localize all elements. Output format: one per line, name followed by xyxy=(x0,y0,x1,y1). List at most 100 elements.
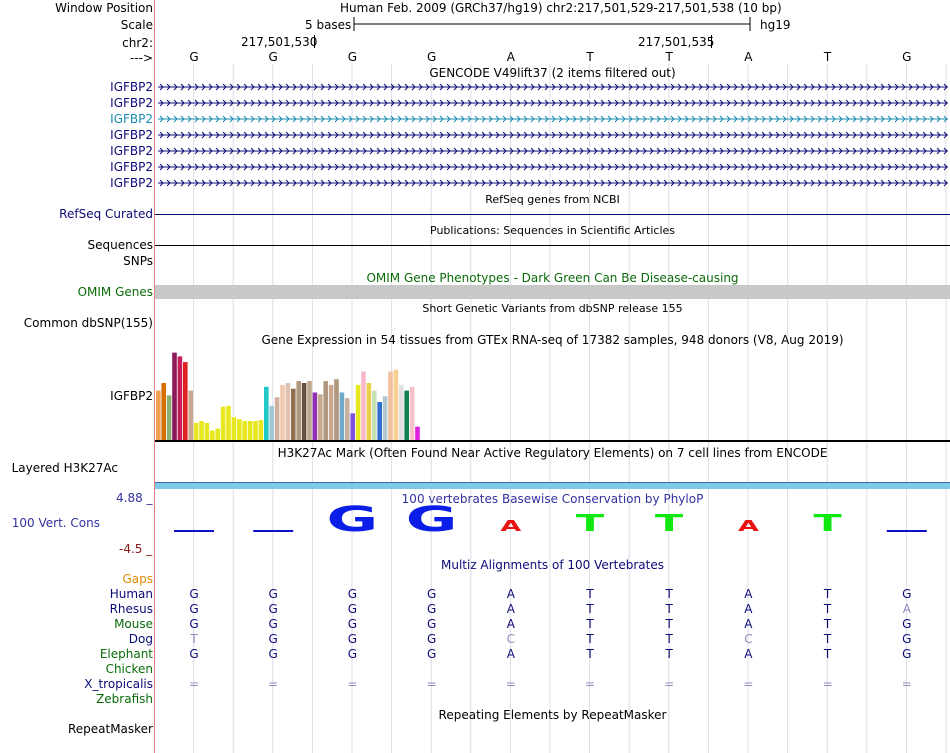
gtex-bar[interactable] xyxy=(409,386,415,440)
gtex-bar[interactable] xyxy=(377,402,382,440)
aligned-base: A xyxy=(744,587,753,601)
species-label[interactable]: Mouse xyxy=(114,617,153,631)
species-label[interactable]: Human xyxy=(109,587,153,601)
dbsnp-label[interactable]: Common dbSNP(155) xyxy=(23,316,153,330)
gtex-bar[interactable] xyxy=(382,396,388,440)
gene-model[interactable] xyxy=(158,162,948,172)
gtex-bar[interactable] xyxy=(393,369,399,440)
gtex-bar[interactable] xyxy=(215,428,220,440)
phylop-label[interactable]: 100 Vert. Cons xyxy=(11,516,100,530)
gtex-bar[interactable] xyxy=(291,388,296,440)
aligned-base: C xyxy=(744,632,753,646)
gtex-bar[interactable] xyxy=(350,413,355,440)
gtex-bar[interactable] xyxy=(328,384,334,440)
gtex-bar[interactable] xyxy=(183,362,188,440)
gtex-label[interactable]: IGFBP2 xyxy=(110,389,153,403)
refseq-label[interactable]: RefSeq Curated xyxy=(59,207,153,221)
species-label[interactable]: Dog xyxy=(128,632,153,646)
gtex-bar[interactable] xyxy=(301,383,307,440)
gtex-bar[interactable] xyxy=(161,383,166,440)
snps-label[interactable]: SNPs xyxy=(123,254,153,268)
species-label[interactable]: Chicken xyxy=(105,662,153,676)
gtex-bar[interactable] xyxy=(280,384,285,440)
reference-base: G xyxy=(426,50,437,64)
gtex-bar[interactable] xyxy=(307,381,312,440)
repeatmasker-label[interactable]: RepeatMasker xyxy=(67,722,153,736)
gene-label[interactable]: IGFBP2 xyxy=(110,96,153,110)
gtex-bar[interactable] xyxy=(312,392,318,441)
gtex-bar[interactable] xyxy=(226,405,231,440)
gtex-bar[interactable] xyxy=(204,422,210,440)
gene-model[interactable] xyxy=(158,98,948,108)
gtex-bar[interactable] xyxy=(274,397,280,440)
gtex-bar[interactable] xyxy=(237,419,242,440)
gtex-bar[interactable] xyxy=(156,390,161,440)
gtex-bar[interactable] xyxy=(264,386,269,440)
sequences-label[interactable]: Sequences xyxy=(87,238,153,252)
gtex-bar[interactable] xyxy=(323,381,328,440)
refseq-line xyxy=(155,214,950,215)
omim-bar[interactable] xyxy=(155,285,950,299)
gtex-bar[interactable] xyxy=(345,398,350,440)
aligned-base: G xyxy=(347,587,358,601)
gene-label[interactable]: IGFBP2 xyxy=(110,144,153,158)
aligned-base: G xyxy=(189,647,199,661)
gene-model[interactable] xyxy=(158,178,948,188)
base-grid-lines xyxy=(193,64,947,753)
reference-base: G xyxy=(902,50,912,64)
gene-label[interactable]: IGFBP2 xyxy=(110,128,153,142)
assembly-label: hg19 xyxy=(760,18,791,32)
gtex-bar[interactable] xyxy=(296,381,301,440)
gene-label[interactable]: IGFBP2 xyxy=(110,112,153,126)
gene-label[interactable]: IGFBP2 xyxy=(110,176,153,190)
reference-base: T xyxy=(665,50,673,64)
gtex-bar[interactable] xyxy=(231,417,237,440)
gene-label[interactable]: IGFBP2 xyxy=(110,160,153,174)
gtex-bar[interactable] xyxy=(361,371,366,440)
gtex-bar[interactable] xyxy=(404,390,409,440)
gtex-bar[interactable] xyxy=(334,379,339,440)
gtex-bar[interactable] xyxy=(269,405,274,440)
species-label[interactable]: Zebrafish xyxy=(96,692,153,706)
gtex-bar[interactable] xyxy=(318,394,323,440)
gtex-bar[interactable] xyxy=(193,422,199,440)
gtex-bar[interactable] xyxy=(242,421,247,440)
gene-model[interactable] xyxy=(158,82,948,92)
gtex-bar[interactable] xyxy=(355,384,361,440)
aligned-base: = xyxy=(584,677,596,691)
h3k27ac-label[interactable]: Layered H3K27Ac xyxy=(11,461,118,475)
gtex-bar[interactable] xyxy=(366,383,372,440)
gtex-bar[interactable] xyxy=(177,356,183,440)
gene-model[interactable] xyxy=(158,130,948,140)
gtex-bar[interactable] xyxy=(253,421,258,440)
gtex-bar[interactable] xyxy=(285,383,291,440)
gene-model[interactable] xyxy=(158,114,948,124)
gtex-bar[interactable] xyxy=(388,371,393,440)
gtex-bar-chart[interactable] xyxy=(155,345,555,441)
gtex-bar[interactable] xyxy=(415,426,420,440)
aligned-base: A xyxy=(506,617,515,631)
aligned-base: T xyxy=(823,617,832,631)
gene-model[interactable] xyxy=(158,146,948,156)
omim-label[interactable]: OMIM Genes xyxy=(77,285,153,299)
gtex-bar[interactable] xyxy=(199,421,204,440)
conservation-letter: T xyxy=(813,510,841,537)
species-label[interactable]: Rhesus xyxy=(109,602,153,616)
gtex-bar[interactable] xyxy=(172,352,177,440)
aligned-base: = xyxy=(664,677,675,691)
gtex-bar[interactable] xyxy=(210,430,215,441)
gtex-bar[interactable] xyxy=(372,390,377,440)
gtex-bar[interactable] xyxy=(258,420,264,440)
gene-label[interactable]: IGFBP2 xyxy=(110,80,153,94)
gtex-bar[interactable] xyxy=(166,395,172,440)
aligned-base: T xyxy=(586,617,594,631)
gtex-bar[interactable] xyxy=(188,390,193,440)
gtex-bar[interactable] xyxy=(339,392,345,441)
gtex-bar[interactable] xyxy=(399,384,404,440)
gtex-bar[interactable] xyxy=(220,406,226,440)
gtex-bar[interactable] xyxy=(247,421,253,440)
species-label[interactable]: X_tropicalis xyxy=(84,677,153,691)
species-label[interactable]: Elephant xyxy=(99,647,153,661)
gaps-label: Gaps xyxy=(122,572,153,586)
